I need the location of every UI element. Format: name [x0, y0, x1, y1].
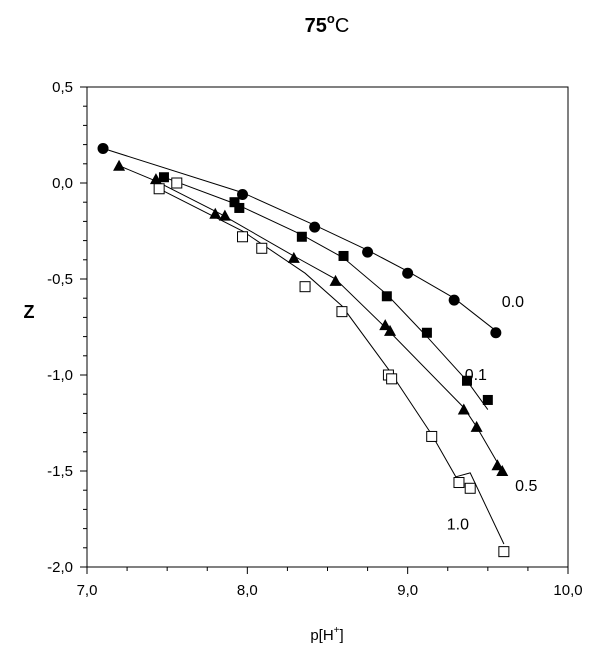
x-axis-label-main: p[H	[310, 627, 333, 644]
data-point-triangle	[113, 159, 126, 171]
data-point-square	[234, 202, 245, 213]
y-tick-label: -1,0	[47, 367, 73, 384]
data-point-square	[229, 197, 240, 208]
fit-line	[163, 176, 489, 410]
data-point-triangle	[470, 420, 483, 432]
plot-frame	[86, 86, 569, 568]
data-point-triangle	[384, 324, 397, 336]
data-point-open-square	[336, 306, 348, 318]
data-point-circle	[309, 221, 321, 233]
data-point-open-square	[453, 477, 465, 489]
data-point-circle	[362, 246, 374, 258]
data-point-open-square	[498, 546, 510, 558]
data-point-open-square	[464, 482, 476, 494]
series-label: 0.0	[502, 294, 524, 311]
data-point-circle	[97, 142, 109, 154]
y-tick-label: -0,5	[47, 271, 73, 288]
y-tick-label: -1,5	[47, 463, 73, 480]
data-point-square	[338, 250, 349, 261]
data-point-circle	[237, 189, 249, 201]
y-axis-label: Z	[24, 302, 35, 322]
x-tick-label: 8,0	[237, 582, 258, 599]
data-point-triangle	[496, 465, 509, 476]
title-unit: C	[335, 15, 349, 37]
series-label: 1.0	[447, 517, 469, 534]
data-point-triangle	[491, 459, 504, 471]
series-labels: 0.0 0.1 0.5 1.0	[447, 294, 538, 534]
data-point-triangle	[457, 403, 470, 415]
x-axis-label: p[H+]	[310, 625, 343, 644]
data-point-open-square	[237, 231, 249, 243]
data-point-triangle	[149, 173, 162, 185]
x-tick-label: 10,0	[553, 582, 582, 599]
tick-labels: 7,0 8,0 9,0 10,0 0,5 0,0 -0,5 -1,0 -1,5 -2,0	[47, 79, 582, 599]
title-value: 75	[305, 15, 327, 37]
y-tick-label: 0,0	[52, 175, 73, 192]
data-point-circle	[490, 327, 502, 339]
x-axis-label-sup: +	[334, 625, 340, 636]
axis-ticks	[80, 86, 569, 574]
x-tick-label: 7,0	[77, 582, 98, 599]
fit-line	[158, 188, 505, 545]
series-label: 0.1	[465, 367, 487, 384]
data-point-square	[158, 172, 169, 183]
data-point-square	[296, 231, 307, 242]
data-point-square	[421, 327, 432, 338]
chart-title: 75oC	[305, 11, 350, 37]
y-tick-label: 0,5	[52, 79, 73, 96]
data-point-open-square	[386, 373, 398, 385]
data-point-open-square	[153, 183, 165, 195]
x-tick-label: 9,0	[397, 582, 418, 599]
data-point-circle	[448, 294, 460, 306]
x-axis-label-close: ]	[340, 627, 344, 644]
fit-lines	[102, 147, 505, 545]
series-label: 0.5	[515, 478, 537, 495]
title-degree: o	[327, 11, 335, 26]
fit-line	[118, 165, 503, 472]
data-point-open-square	[426, 430, 438, 442]
data-point-triangle	[218, 209, 231, 221]
data-point-open-square	[299, 281, 311, 293]
data-markers	[97, 142, 510, 558]
data-point-square	[381, 291, 392, 302]
data-point-triangle	[209, 207, 222, 219]
data-point-circle	[402, 267, 414, 279]
data-point-triangle	[329, 274, 342, 286]
data-point-triangle	[379, 319, 392, 331]
data-point-open-square	[256, 242, 268, 254]
data-point-square	[482, 394, 493, 405]
data-point-triangle	[287, 251, 300, 263]
data-point-square	[461, 375, 472, 386]
data-point-open-square	[171, 177, 183, 189]
y-tick-label: -2,0	[47, 559, 73, 576]
